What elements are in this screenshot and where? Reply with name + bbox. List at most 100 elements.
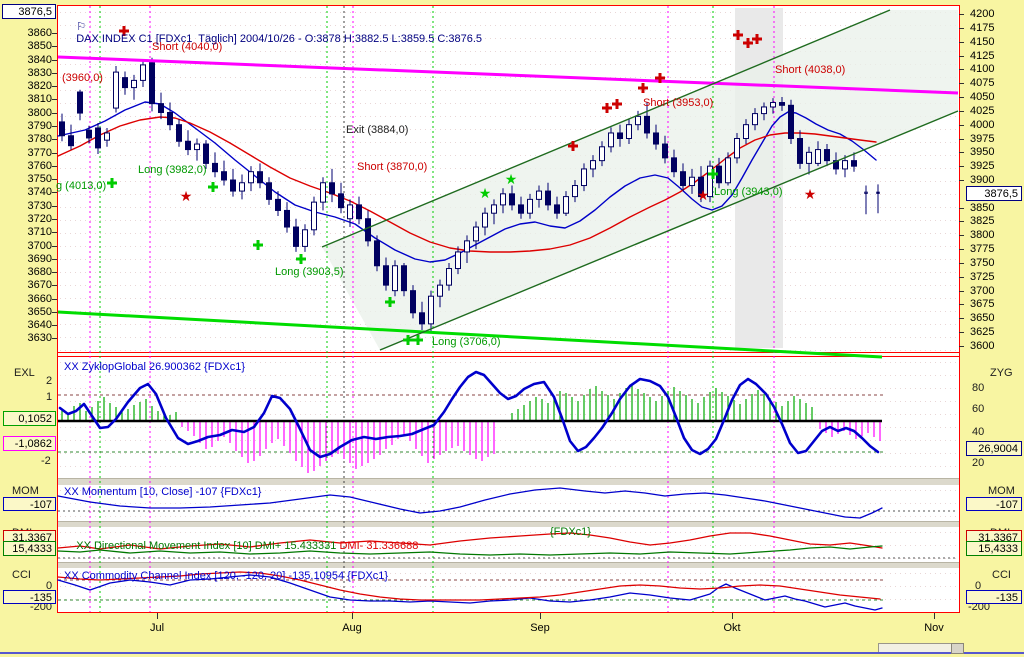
axis-tick: [959, 55, 964, 57]
candle-body: [455, 251, 461, 270]
candle-body: [806, 151, 812, 164]
axis-tick: [52, 338, 57, 340]
indicator-tick-label: 60: [972, 403, 985, 415]
short-signal-plus: [752, 34, 762, 44]
price-tick-label: 3690: [27, 252, 52, 265]
candle-body: [176, 124, 182, 142]
channel-upper-trendline[interactable]: [321, 9, 891, 248]
candle-body: [383, 265, 389, 286]
axis-tick: [959, 110, 964, 112]
candle-body: [131, 79, 137, 89]
momentum-line: [57, 487, 883, 519]
month-tick: [540, 613, 541, 619]
ma-fast-line: [57, 101, 877, 263]
zyklop-panel[interactable]: [58, 356, 959, 478]
momentum-panel[interactable]: [58, 484, 959, 521]
value-box: 3876,5: [966, 186, 1022, 201]
candle-body: [392, 265, 398, 292]
candle-body: [302, 229, 308, 247]
price-tick-label: 3950: [970, 146, 995, 159]
value-box: 15,4333: [966, 541, 1022, 556]
scrollbar-thumb[interactable]: [951, 643, 964, 654]
candle-body: [581, 168, 587, 187]
candle-body: [347, 204, 353, 220]
signal-annotation: Exit (3884,0): [346, 124, 408, 136]
axis-tick: [52, 205, 57, 207]
candle-body: [86, 129, 92, 139]
support-trendline[interactable]: [57, 310, 883, 359]
short-signal-plus: [733, 30, 743, 40]
candle-body: [572, 185, 578, 198]
axis-tick: [959, 221, 964, 223]
zyklop-title: XX ZyklopGlobal 26.900362 {FDXc1}: [64, 361, 246, 373]
panel-splitter[interactable]: [58, 562, 959, 568]
candle-body: [293, 226, 299, 247]
channel-lower-trendline[interactable]: [379, 110, 959, 351]
candle-body: [95, 127, 101, 149]
cci-panel[interactable]: [58, 567, 959, 612]
panel-splitter[interactable]: [58, 521, 959, 527]
resistance-trendline[interactable]: [57, 55, 959, 95]
axis-tick: [959, 276, 964, 278]
candle-body: [203, 143, 209, 164]
axis-tick: [959, 166, 964, 168]
long-signal-plus: [107, 178, 117, 188]
signal-annotation: Short (4038,0): [775, 64, 845, 76]
month-tick: [157, 613, 158, 619]
value-box: 0,1052: [3, 411, 56, 426]
price-tick-label: 3840: [27, 53, 52, 66]
buy-star-marker: ★: [505, 171, 518, 187]
axis-tick: [959, 262, 964, 264]
long-signal-plus: [253, 240, 263, 250]
cci-label-left: CCI: [12, 569, 31, 581]
axis-tick: [52, 218, 57, 220]
value-box: -135: [3, 590, 56, 604]
candle-body: [545, 190, 551, 206]
signal-annotation: (3960,0): [62, 72, 103, 84]
axis-tick: [52, 99, 57, 101]
candle-body: [671, 157, 677, 173]
value-box: 26,9004: [966, 441, 1022, 456]
price-tick-label: 3660: [27, 292, 52, 305]
panel-splitter[interactable]: [58, 478, 959, 485]
candle-body: [518, 204, 524, 214]
price-tick-label: 3675: [970, 298, 995, 311]
candle-body: [752, 113, 758, 126]
price-tick-label: 3750: [970, 256, 995, 269]
candle-body: [185, 140, 191, 151]
signal-annotation: Long (3982,0): [138, 164, 207, 176]
candle-body: [635, 115, 641, 126]
signal-annotation: Long (3943,0): [714, 186, 783, 198]
price-tick-label: 3670: [27, 279, 52, 292]
candle-body: [437, 284, 443, 297]
axis-tick: [52, 232, 57, 234]
zyklop-panel-top-line: [57, 356, 960, 357]
candle-body: [257, 171, 263, 184]
candle-body: [653, 132, 659, 145]
axis-tick: [52, 245, 57, 247]
short-signal-plus: [568, 141, 578, 151]
candle-body: [311, 201, 317, 231]
candle-body: [626, 124, 632, 139]
mom-label-left: MOM: [12, 485, 39, 497]
month-tick: [352, 613, 353, 619]
candle-body: [212, 162, 218, 173]
indicator-tick-label: -200: [968, 601, 991, 613]
candle-body: [464, 240, 470, 253]
axis-tick: [959, 83, 964, 85]
price-tick-label: 3710: [27, 226, 52, 239]
axis-tick: [959, 345, 964, 347]
candle-body: [734, 137, 740, 159]
price-tick-label: 3720: [27, 212, 52, 225]
candle-body: [338, 193, 344, 209]
candle-body: [275, 198, 281, 211]
short-signal-plus: [119, 26, 129, 36]
price-tick-label: 4050: [970, 91, 995, 103]
price-tick-label: 3850: [970, 201, 995, 214]
cci-line: [57, 574, 883, 611]
axis-tick: [959, 69, 964, 71]
price-tick-label: 3810: [27, 93, 52, 106]
axis-tick: [959, 332, 964, 334]
axis-tick: [52, 112, 57, 114]
